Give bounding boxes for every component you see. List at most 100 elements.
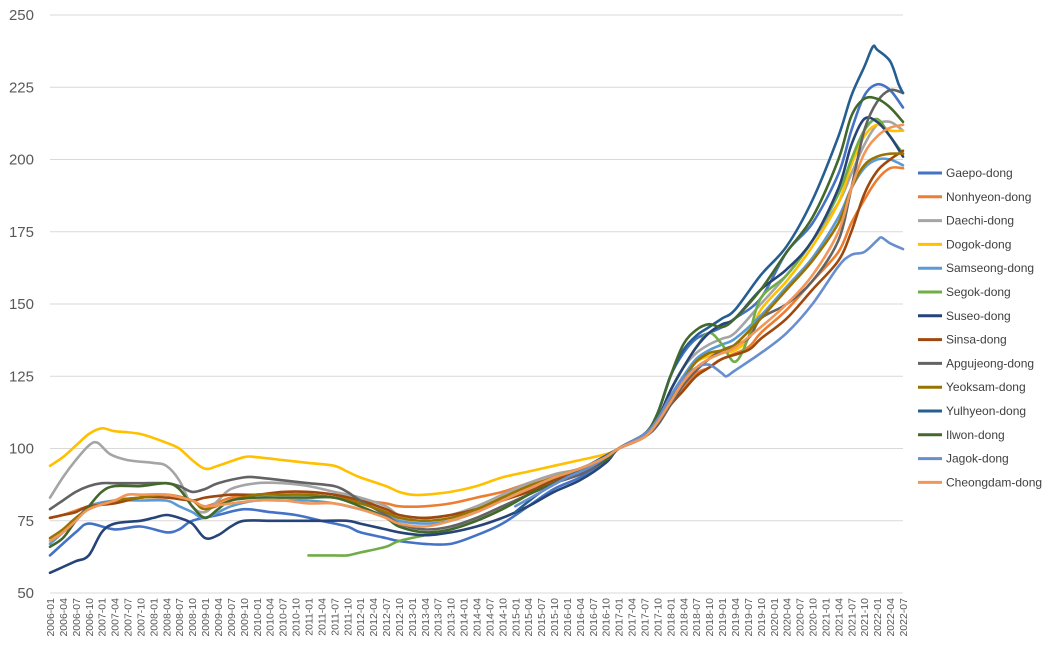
x-tick-label: 2020-04 xyxy=(782,598,794,637)
series-lines xyxy=(48,44,905,575)
x-tick-label: 2012-07 xyxy=(381,598,393,637)
x-tick-label: 2007-01 xyxy=(97,598,109,637)
series-line-ilwon-dong xyxy=(48,95,905,549)
x-tick-label: 2016-07 xyxy=(588,598,600,637)
y-tick-label: 200 xyxy=(9,152,34,169)
x-tick-label: 2007-10 xyxy=(135,598,147,637)
x-tick-label: 2017-04 xyxy=(627,598,639,637)
x-axis-tick-labels: 2006-01 2006-04 2006-07 2006-10 2007-01 2007-… xyxy=(45,598,910,637)
x-tick-label: 2018-04 xyxy=(678,598,690,637)
y-tick-label: 125 xyxy=(9,368,34,385)
x-tick-label: 2022-04 xyxy=(885,598,897,637)
legend-label-sinsa-dong: Sinsa-dong xyxy=(946,333,1007,347)
x-tick-label: 2019-01 xyxy=(717,598,729,637)
x-tick-label: 2016-04 xyxy=(575,598,587,637)
series-line-dogok-dong xyxy=(48,123,905,497)
series-line-apgujeong-dong xyxy=(48,88,905,531)
x-tick-label: 2014-04 xyxy=(472,598,484,637)
x-tick-label: 2009-07 xyxy=(226,598,238,637)
x-tick-label: 2020-07 xyxy=(795,598,807,637)
legend-label-yulhyeon-dong: Yulhyeon-dong xyxy=(946,404,1026,418)
x-tick-label: 2012-04 xyxy=(368,598,380,637)
x-tick-label: 2015-04 xyxy=(523,598,535,637)
x-tick-label: 2014-10 xyxy=(497,598,509,637)
x-tick-label: 2009-10 xyxy=(239,598,251,637)
series-line-daechi-dong xyxy=(48,120,905,520)
x-tick-label: 2007-07 xyxy=(123,598,135,637)
x-tick-label: 2011-10 xyxy=(342,598,354,636)
x-tick-label: 2006-01 xyxy=(45,598,57,637)
legend-label-yeoksam-dong: Yeoksam-dong xyxy=(946,380,1026,394)
x-tick-label: 2006-07 xyxy=(71,598,83,637)
x-tick-label: 2021-07 xyxy=(846,598,858,637)
legend-label-segok-dong: Segok-dong xyxy=(946,285,1011,299)
x-tick-label: 2019-10 xyxy=(756,598,768,637)
x-tick-label: 2014-07 xyxy=(484,598,496,637)
x-tick-label: 2014-01 xyxy=(459,598,471,637)
x-tick-label: 2017-10 xyxy=(652,598,664,637)
legend: Gaepo-dong Nonhyeon-dong Daechi-dong Dogok-… xyxy=(918,166,1042,489)
x-tick-label: 2008-01 xyxy=(148,598,160,637)
series-line-yulhyeon-dong xyxy=(514,44,905,514)
y-tick-label: 225 xyxy=(9,79,34,96)
x-tick-label: 2018-01 xyxy=(665,598,677,637)
x-tick-label: 2015-01 xyxy=(510,598,522,637)
x-tick-label: 2008-07 xyxy=(174,598,186,637)
x-tick-label: 2021-01 xyxy=(820,598,832,637)
x-tick-label: 2007-04 xyxy=(110,598,122,637)
x-tick-label: 2010-07 xyxy=(278,598,290,637)
legend-label-dogok-dong: Dogok-dong xyxy=(946,237,1011,251)
legend-label-cheongdam-dong: Cheongdam-dong xyxy=(946,475,1042,489)
legend-label-ilwon-dong: Ilwon-dong xyxy=(946,428,1005,442)
x-tick-label: 2016-01 xyxy=(562,598,574,637)
x-tick-label: 2022-01 xyxy=(872,598,884,637)
legend-label-samseong-dong: Samseong-dong xyxy=(946,261,1034,275)
y-axis-tick-labels: 50 75 100 125 150 175 200 225 250 xyxy=(9,7,34,602)
legend-label-jagok-dong: Jagok-dong xyxy=(946,452,1009,466)
y-tick-label: 175 xyxy=(9,224,34,241)
x-tick-label: 2018-07 xyxy=(691,598,703,637)
legend-label-nonhyeon-dong: Nonhyeon-dong xyxy=(946,190,1031,204)
x-tick-label: 2019-04 xyxy=(730,598,742,637)
x-tick-label: 2020-10 xyxy=(808,598,820,637)
x-tick-label: 2021-04 xyxy=(833,598,845,637)
series-line-sinsa-dong xyxy=(48,149,905,520)
legend-label-apgujeong-dong: Apgujeong-dong xyxy=(946,356,1034,370)
x-tick-label: 2017-07 xyxy=(640,598,652,637)
x-tick-label: 2009-01 xyxy=(200,598,212,637)
x-tick-label: 2021-10 xyxy=(859,598,871,637)
x-tick-label: 2006-10 xyxy=(84,598,96,637)
x-tick-label: 2019-07 xyxy=(743,598,755,637)
legend-label-daechi-dong: Daechi-dong xyxy=(946,214,1014,228)
y-tick-label: 150 xyxy=(9,296,34,313)
x-tick-label: 2011-07 xyxy=(329,598,341,636)
x-tick-label: 2010-04 xyxy=(265,598,277,637)
x-tick-label: 2011-01 xyxy=(303,598,315,636)
x-tick-label: 2015-10 xyxy=(549,598,561,637)
x-tick-label: 2013-07 xyxy=(433,598,445,637)
x-tick-label: 2009-04 xyxy=(213,598,225,637)
x-tick-label: 2013-01 xyxy=(407,598,419,637)
x-tick-label: 2010-01 xyxy=(252,598,264,637)
y-tick-label: 50 xyxy=(17,585,34,602)
series-line-jagok-dong xyxy=(514,236,905,508)
series-line-cheongdam-dong xyxy=(48,123,905,543)
legend-label-gaepo-dong: Gaepo-dong xyxy=(946,166,1013,180)
x-tick-label: 2015-07 xyxy=(536,598,548,637)
y-tick-label: 250 xyxy=(9,7,34,24)
y-tick-label: 100 xyxy=(9,441,34,458)
x-tick-label: 2020-01 xyxy=(769,598,781,637)
x-tick-label: 2022-07 xyxy=(898,598,910,637)
x-tick-label: 2011-04 xyxy=(316,598,328,636)
y-tick-label: 75 xyxy=(17,513,34,530)
x-tick-label: 2006-04 xyxy=(58,598,70,637)
x-tick-label: 2008-04 xyxy=(161,598,173,637)
x-tick-label: 2018-10 xyxy=(704,598,716,637)
x-tick-label: 2012-10 xyxy=(394,598,406,637)
x-tick-label: 2012-01 xyxy=(355,598,367,637)
x-tick-label: 2017-01 xyxy=(614,598,626,637)
x-tick-label: 2008-10 xyxy=(187,598,199,637)
x-tick-label: 2013-04 xyxy=(420,598,432,637)
x-tick-label: 2013-10 xyxy=(446,598,458,637)
